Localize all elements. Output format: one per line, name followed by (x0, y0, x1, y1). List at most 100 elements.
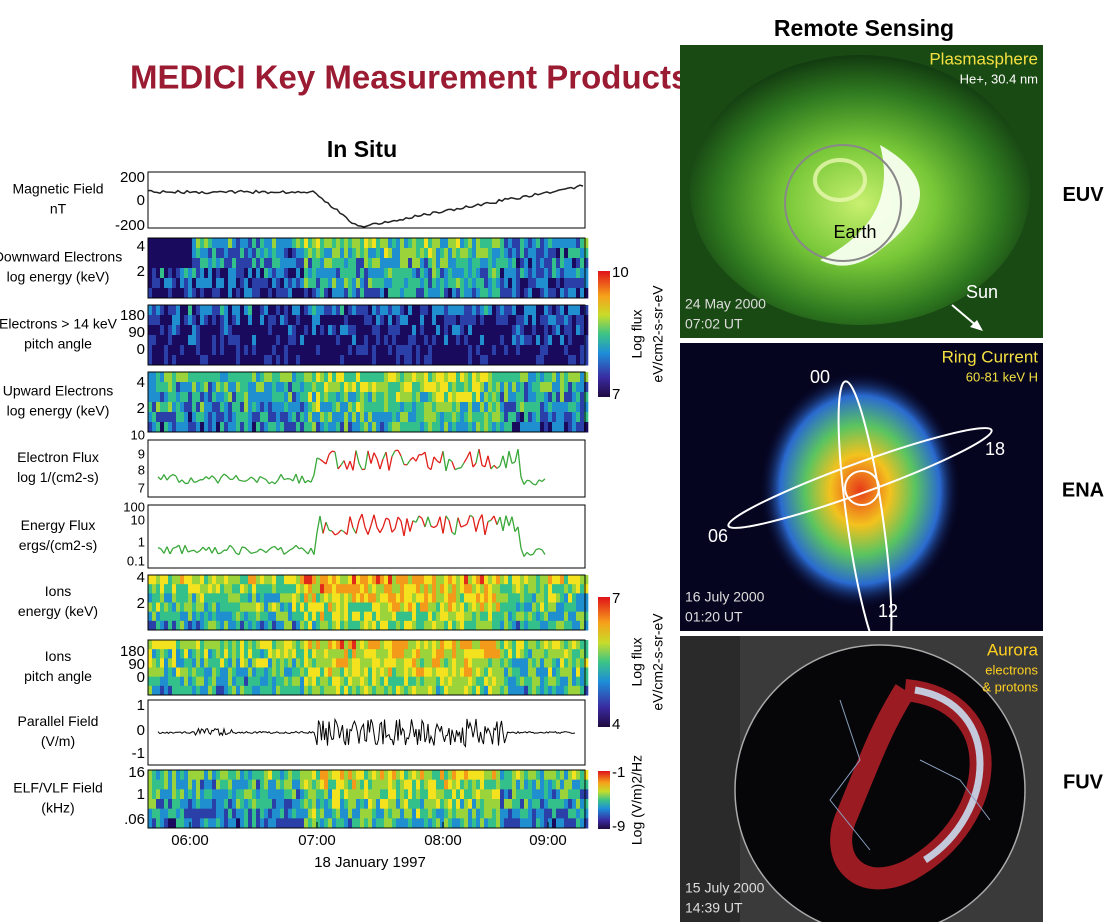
spectrogram-cell (400, 658, 405, 668)
spectrogram-cell (400, 288, 405, 299)
spectrogram-cell (444, 355, 449, 366)
spectrogram-cell (212, 602, 217, 613)
spectrogram-cell (516, 575, 521, 585)
spectrogram-cell (180, 268, 185, 279)
trace-segment (181, 479, 186, 484)
spectrogram-cell (388, 268, 393, 279)
spectrogram-cell (516, 335, 521, 346)
trace-segment (349, 460, 354, 471)
spectrogram-cell (256, 355, 261, 366)
spectrogram-cell (416, 268, 421, 279)
spectrogram-cell (580, 799, 585, 810)
spectrogram-cell (432, 355, 437, 366)
spectrogram-cell (524, 335, 529, 346)
colorbar-label: Log (V/m)2/Hz (629, 755, 645, 845)
spectrogram-cell (228, 640, 233, 650)
spectrogram-cell (176, 288, 181, 299)
panel-label: (V/m) (41, 733, 75, 749)
spectrogram-cell (512, 640, 517, 650)
spectrogram-cell (260, 808, 265, 819)
spectrogram-cell (292, 345, 297, 356)
spectrogram-cell (548, 248, 553, 259)
spectrogram-cell (584, 779, 589, 790)
spectrogram-cell (564, 602, 569, 613)
spectrogram-cell (180, 412, 185, 423)
spectrogram-cell (404, 335, 409, 346)
spectrogram-cell (420, 602, 425, 613)
spectrogram-cell (468, 248, 473, 259)
spectrogram-cell (264, 808, 269, 819)
spectrogram-cell (388, 658, 393, 668)
spectrogram-cell (448, 278, 453, 289)
spectrogram-cell (476, 345, 481, 356)
spectrogram-cell (352, 392, 357, 403)
trace-segment (235, 475, 240, 481)
spectrogram-cell (256, 611, 261, 622)
spectrogram-cell (320, 268, 325, 279)
spectrogram-cell (504, 818, 509, 829)
spectrogram-cell (256, 658, 261, 668)
spectrogram-cell (416, 620, 421, 631)
spectrogram-cell (352, 575, 357, 585)
spectrogram-cell (464, 288, 469, 299)
spectrogram-cell (160, 818, 165, 829)
spectrogram-cell (256, 685, 261, 696)
spectrogram-cell (336, 611, 341, 622)
spectrogram-cell (528, 779, 533, 790)
spectrogram-cell (272, 649, 277, 659)
spectrogram-cell (576, 392, 581, 403)
spectrogram-cell (380, 685, 385, 696)
spectrogram-cell (380, 248, 385, 259)
spectrogram-cell (428, 799, 433, 810)
spectrogram-cell (212, 288, 217, 299)
spectrogram-cell (416, 602, 421, 613)
spectrogram-cell (560, 305, 565, 316)
spectrogram-cell (260, 620, 265, 631)
spectrogram-cell (388, 345, 393, 356)
spectrogram-cell (524, 315, 529, 326)
spectrogram-cell (416, 667, 421, 678)
spectrogram-cell (476, 355, 481, 366)
spectrogram-cell (468, 345, 473, 356)
spectrogram-cell (320, 658, 325, 668)
spectrogram-cell (152, 676, 157, 687)
spectrogram-cell (552, 335, 557, 346)
spectrogram-cell (404, 325, 409, 336)
spectrogram-cell (264, 305, 269, 316)
spectrogram-cell (276, 392, 281, 403)
spectrogram-cell (340, 770, 345, 781)
spectrogram-cell (396, 779, 401, 790)
spectrogram-cell (324, 770, 329, 781)
trace-segment (376, 458, 381, 470)
spectrogram-cell (316, 248, 321, 259)
spectrogram-cell (544, 640, 549, 650)
spectrogram-cell (328, 248, 333, 259)
spectrogram-cell (380, 335, 385, 346)
spectrogram-cell (228, 676, 233, 687)
trace-segment (424, 452, 429, 468)
spectrogram-cell (448, 685, 453, 696)
spectrogram-cell (248, 640, 253, 650)
spectrogram-cell (520, 345, 525, 356)
spectrogram-cell (528, 412, 533, 423)
spectrogram-cell (524, 789, 529, 800)
spectrogram-cell (352, 640, 357, 650)
spectrogram-cell (428, 355, 433, 366)
spectrogram-cell (324, 305, 329, 316)
spectrogram-cell (380, 382, 385, 393)
spectrogram-cell (448, 602, 453, 613)
spectrogram-cell (328, 575, 333, 585)
spectrogram-cell (324, 258, 329, 269)
spectrogram-cell (272, 288, 277, 299)
trace-segment (499, 455, 504, 467)
spectrogram-cell (388, 779, 393, 790)
spectrogram-cell (156, 789, 161, 800)
spectrogram-cell (476, 799, 481, 810)
spectrogram-cell (316, 258, 321, 269)
trace-segment (232, 474, 237, 480)
spectrogram-cell (544, 676, 549, 687)
spectrogram-cell (360, 789, 365, 800)
trace-segment (460, 462, 465, 469)
spectrogram-cell (284, 658, 289, 668)
spectrogram-cell (452, 268, 457, 279)
